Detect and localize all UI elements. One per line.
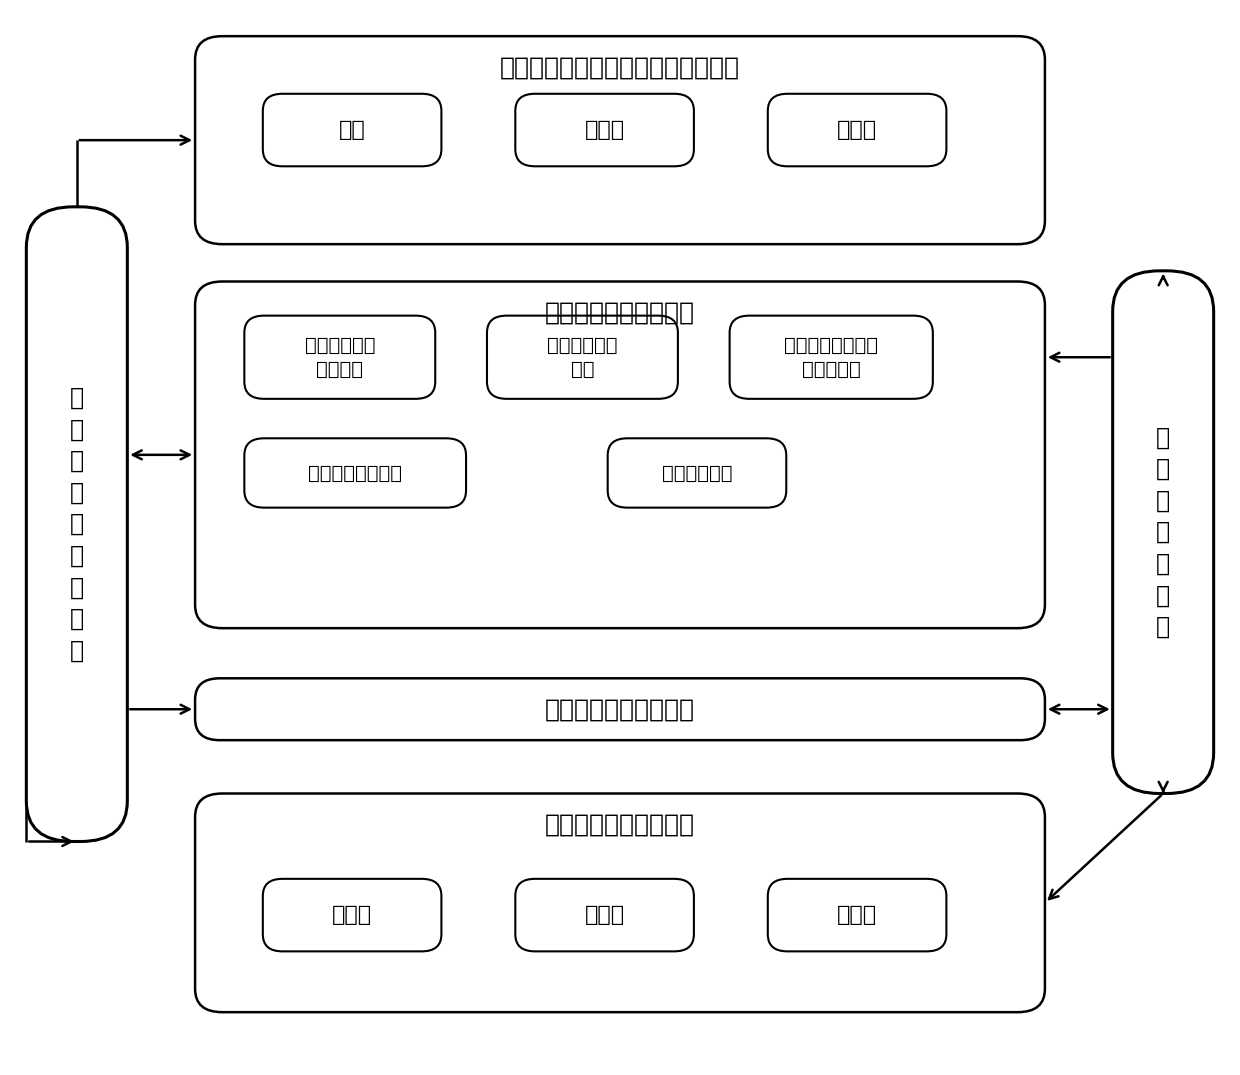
FancyBboxPatch shape: [608, 439, 786, 507]
FancyBboxPatch shape: [1112, 271, 1214, 793]
Text: 侦察资源动态管理模块: 侦察资源动态管理模块: [546, 698, 694, 721]
Text: 目标状态及行为特
征识别模块: 目标状态及行为特 征识别模块: [784, 336, 878, 378]
FancyBboxPatch shape: [263, 879, 441, 951]
Text: 侦
察
设
备
控
制
中
间
件: 侦 察 设 备 控 制 中 间 件: [69, 386, 84, 662]
FancyBboxPatch shape: [768, 879, 946, 951]
Text: 分布式软件定义可重构电子侦察设备: 分布式软件定义可重构电子侦察设备: [500, 56, 740, 80]
Text: 接收机: 接收机: [584, 120, 625, 140]
Text: 天线: 天线: [339, 120, 366, 140]
Text: 威胁信号特征
提取模块: 威胁信号特征 提取模块: [305, 336, 374, 378]
Text: 电子对抗侦察应用程序: 电子对抗侦察应用程序: [546, 301, 694, 325]
Text: 威胁信号分选
模块: 威胁信号分选 模块: [547, 336, 618, 378]
Text: 威胁自主识别模块: 威胁自主识别模块: [309, 463, 402, 483]
FancyBboxPatch shape: [26, 206, 128, 842]
FancyBboxPatch shape: [195, 282, 1045, 628]
Text: 学习机: 学习机: [584, 905, 625, 926]
FancyBboxPatch shape: [487, 316, 678, 399]
FancyBboxPatch shape: [263, 94, 441, 167]
Text: 认
知
引
擎
中
间
件: 认 知 引 擎 中 间 件: [1156, 426, 1171, 639]
FancyBboxPatch shape: [195, 37, 1045, 244]
FancyBboxPatch shape: [195, 678, 1045, 741]
FancyBboxPatch shape: [244, 439, 466, 507]
Text: 推理机: 推理机: [332, 905, 372, 926]
Text: 电子对抗侦察认知引擎: 电子对抗侦察认知引擎: [546, 813, 694, 836]
FancyBboxPatch shape: [516, 94, 694, 167]
Text: 无源定位模块: 无源定位模块: [662, 463, 733, 483]
FancyBboxPatch shape: [195, 793, 1045, 1013]
FancyBboxPatch shape: [768, 94, 946, 167]
FancyBboxPatch shape: [244, 316, 435, 399]
Text: 处理机: 处理机: [837, 120, 877, 140]
Text: 知识库: 知识库: [837, 905, 877, 926]
FancyBboxPatch shape: [729, 316, 932, 399]
FancyBboxPatch shape: [516, 879, 694, 951]
